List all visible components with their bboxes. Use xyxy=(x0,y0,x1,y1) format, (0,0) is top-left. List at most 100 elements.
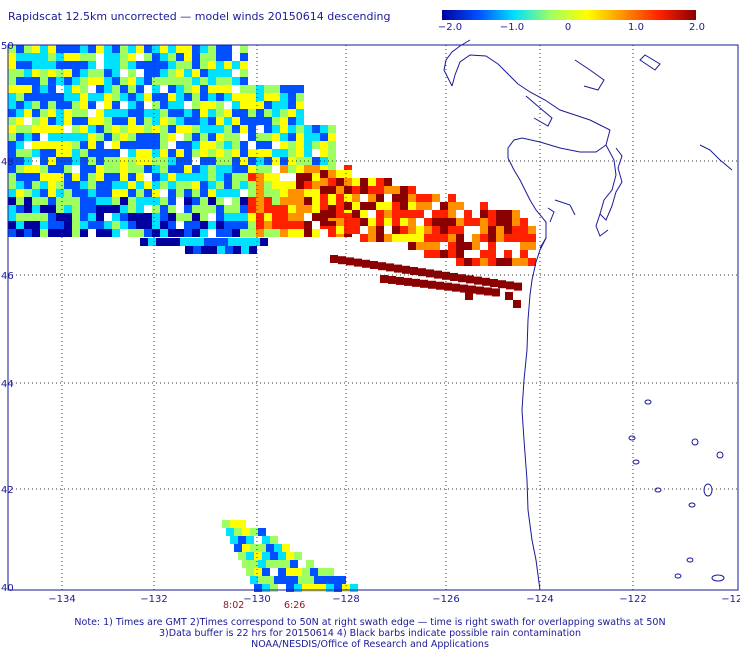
swath-cell xyxy=(128,53,136,61)
swath-cell xyxy=(112,69,120,77)
swath-cell xyxy=(338,256,346,265)
swath-cell xyxy=(264,141,272,149)
swath-cell xyxy=(248,189,256,197)
swath-cell xyxy=(136,229,144,237)
swath-cell xyxy=(192,141,200,149)
swath-cell xyxy=(112,77,120,85)
swath-cell xyxy=(368,226,376,234)
swath-cell xyxy=(266,544,274,552)
swath-cell xyxy=(112,205,120,213)
swath-cell xyxy=(72,93,80,101)
swath-cell xyxy=(264,85,272,93)
swath-cell xyxy=(224,173,232,181)
swath-cell xyxy=(225,246,233,254)
swath-cell xyxy=(160,53,168,61)
swath-cell xyxy=(224,141,232,149)
swath-cell xyxy=(216,165,224,173)
swath-cell xyxy=(224,189,232,197)
swath-cell xyxy=(216,221,224,229)
swath-cell xyxy=(242,560,250,568)
swath-cell xyxy=(152,205,160,213)
swath-cell xyxy=(272,101,280,109)
swath-cell xyxy=(490,279,498,287)
swath-cell xyxy=(88,45,96,53)
swath-cell xyxy=(448,250,456,258)
swath-cell xyxy=(336,194,344,202)
swath-cell xyxy=(408,186,416,194)
swath-cell xyxy=(256,165,264,173)
swath-cell xyxy=(160,133,168,141)
swath-cell xyxy=(64,69,72,77)
swath-cell xyxy=(160,117,168,125)
swath-cell xyxy=(104,93,112,101)
swath-cell xyxy=(72,149,80,157)
swath-cell xyxy=(360,186,368,194)
swath-cell xyxy=(40,45,48,53)
swath-cell xyxy=(96,181,104,189)
swath-cell xyxy=(128,93,136,101)
swath-cell xyxy=(294,584,302,592)
swath-cell xyxy=(232,213,240,221)
swath-cell xyxy=(8,133,16,141)
swath-cell xyxy=(160,101,168,109)
swath-cell xyxy=(216,93,224,101)
swath-cell xyxy=(152,221,160,229)
swath-cell xyxy=(48,205,56,213)
swath-cell xyxy=(176,69,184,77)
swath-cell xyxy=(254,584,262,592)
swath-cell xyxy=(96,165,104,173)
swath-cell xyxy=(48,165,56,173)
swath-cell xyxy=(528,242,536,250)
latitude-label: 40 xyxy=(1,583,14,594)
swath-cell xyxy=(32,165,40,173)
swath-cell xyxy=(208,181,216,189)
swath-cell xyxy=(256,197,264,205)
swath-cell xyxy=(432,194,440,202)
swath-cell xyxy=(504,218,512,226)
swath-cell xyxy=(249,246,257,254)
swath-cell xyxy=(40,125,48,133)
swath-cell xyxy=(312,189,320,197)
swath-cell xyxy=(272,181,280,189)
swath-cell xyxy=(140,238,148,246)
swath-cell xyxy=(294,568,302,576)
swath-cell xyxy=(465,292,473,300)
swath-cell xyxy=(112,117,120,125)
swath-cell xyxy=(472,234,480,242)
swath-cell xyxy=(334,584,342,592)
swath-cell xyxy=(56,213,64,221)
swath-cell xyxy=(80,133,88,141)
swath-cell xyxy=(144,165,152,173)
swath-cell xyxy=(272,221,280,229)
swath-cell xyxy=(192,101,200,109)
swath-cell xyxy=(288,181,296,189)
swath-cell xyxy=(226,528,234,536)
swath-cell xyxy=(248,165,256,173)
swath-cell xyxy=(120,109,128,117)
swath-cell xyxy=(240,221,248,229)
swath-cell xyxy=(48,229,56,237)
swath-cell xyxy=(112,229,120,237)
swath-cell xyxy=(224,45,232,53)
swath-cell xyxy=(72,133,80,141)
swath-cell xyxy=(136,117,144,125)
swath-cell xyxy=(104,109,112,117)
swath-cell xyxy=(240,205,248,213)
swath-cell xyxy=(288,141,296,149)
swath-cell xyxy=(248,197,256,205)
swath-cell xyxy=(200,85,208,93)
swath-cell xyxy=(280,133,288,141)
swath-cell xyxy=(344,202,352,210)
swath-cell xyxy=(200,165,208,173)
swath-cell xyxy=(8,181,16,189)
swath-cell xyxy=(48,117,56,125)
swath-cell xyxy=(240,229,248,237)
swath-cell xyxy=(176,189,184,197)
swath-cell xyxy=(304,181,312,189)
swath-cell xyxy=(528,226,536,234)
swath-cell xyxy=(152,69,160,77)
swath-cell xyxy=(128,189,136,197)
swath-cell xyxy=(528,258,536,266)
swath-cell xyxy=(80,45,88,53)
swath-cell xyxy=(424,242,432,250)
